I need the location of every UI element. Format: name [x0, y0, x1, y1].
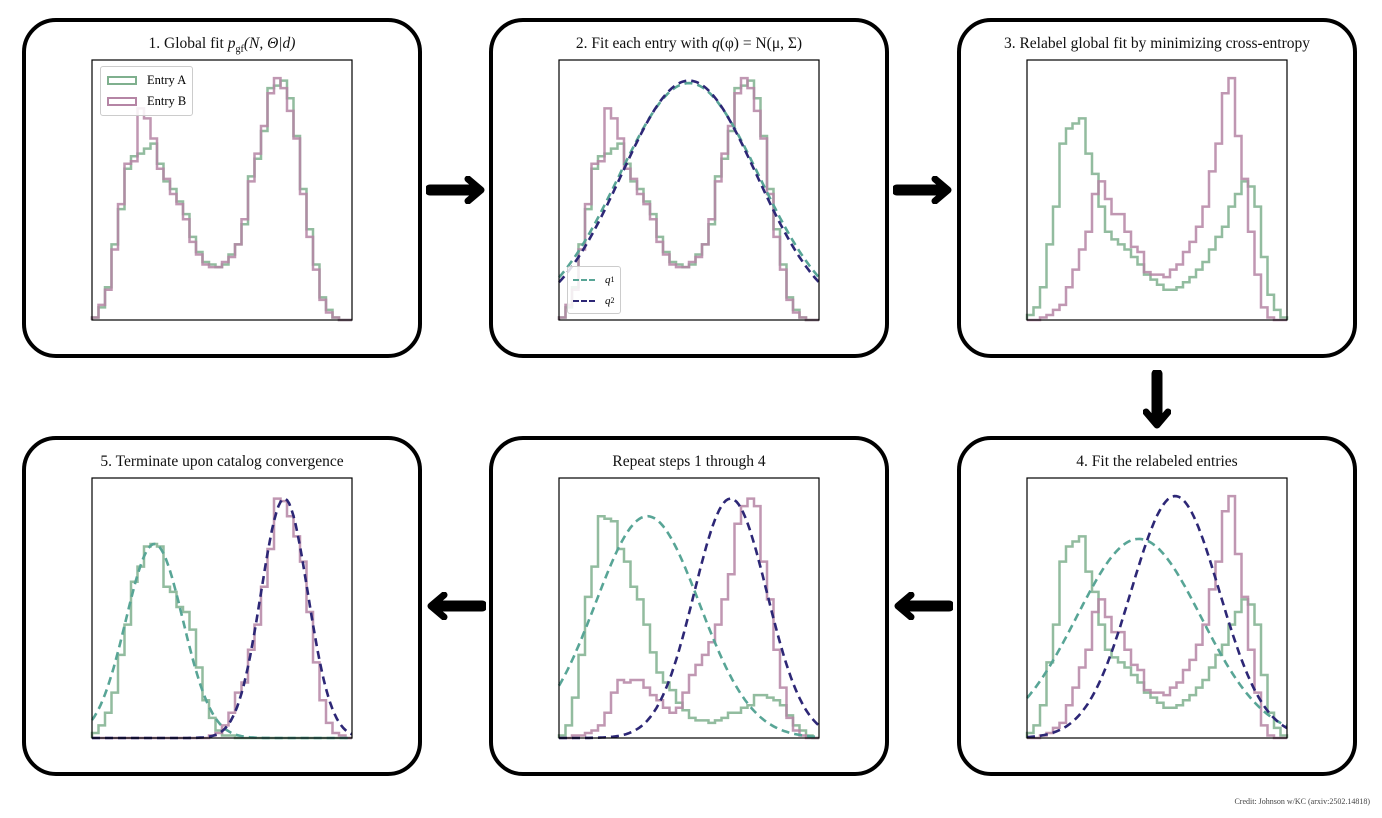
histogram-entry-b — [90, 76, 352, 322]
legend-entry-b: Entry B — [147, 94, 187, 108]
credit-text: Credit: Johnson w/KC (arxiv:2502.14818) — [1234, 797, 1370, 806]
gaussian-fit-q1 — [1026, 537, 1288, 728]
title-math-rest: (N, Θ|d) — [243, 35, 296, 52]
arrow-down-icon — [1143, 370, 1171, 429]
histogram-plot — [557, 59, 820, 322]
histogram-entry-a — [557, 514, 819, 740]
panel-title: 4. Fit the relabeled entries — [1076, 453, 1238, 470]
q2-line — [573, 299, 595, 302]
q1-line — [573, 278, 595, 281]
plot-canvas — [1025, 477, 1289, 740]
plot-frame — [1026, 59, 1288, 321]
histogram-entry-b — [1027, 494, 1287, 740]
histogram-entry-a — [1025, 117, 1289, 320]
histogram-plot — [557, 477, 820, 740]
histogram-entry-a — [90, 79, 352, 322]
gaussian-fit-q2 — [1026, 494, 1288, 739]
plot-frame — [558, 59, 820, 321]
panel-global-fit: 1. Global fit pgf(N, Θ|d) Entry A Entry … — [22, 18, 422, 358]
panel-title: 1. Global fit pgf(N, Θ|d) — [26, 35, 418, 55]
legend-entry-a: Entry A — [147, 73, 187, 87]
title-text: 1. Global fit — [148, 35, 228, 52]
title-text: 2. Fit each entry with — [575, 35, 712, 52]
plot-canvas — [557, 59, 820, 322]
plot-frame — [1026, 477, 1288, 739]
plot-frame — [91, 59, 353, 321]
panel-fit-relabeled: 4. Fit the relabeled entries — [957, 436, 1357, 776]
title-math: p — [227, 35, 236, 52]
panel-title: 2. Fit each entry with q(φ) = N(μ, Σ) — [493, 35, 885, 53]
plot-canvas — [1025, 59, 1289, 322]
legend-q2: q — [605, 294, 611, 307]
legend-q1-sub: 1 — [610, 275, 615, 284]
histogram-entry-b — [559, 497, 819, 740]
arrow-left-icon — [427, 592, 486, 620]
arrow-right-icon — [426, 176, 485, 204]
panel-repeat: Repeat steps 1 through 4 — [489, 436, 889, 776]
title-math-rest: (φ) = N(μ, Σ) — [719, 35, 803, 52]
legend-q2-sub: 2 — [610, 296, 615, 305]
legend: Entry A Entry B — [100, 66, 194, 116]
entry-a-swatch — [107, 76, 137, 85]
panel-terminate: 5. Terminate upon catalog convergence — [22, 436, 422, 776]
histogram-entry-a — [1025, 535, 1289, 738]
legend-q1: q — [605, 273, 611, 286]
arrow-left-icon — [894, 592, 953, 620]
gaussian-fit-q1 — [90, 542, 352, 740]
title-math: q — [711, 35, 720, 52]
histogram-plot — [90, 477, 353, 740]
plot-frame — [91, 477, 353, 739]
histogram-entry-b — [557, 76, 819, 322]
panel-relabel: 3. Relabel global fit by minimizing cros… — [957, 18, 1357, 358]
plot-canvas — [557, 477, 820, 740]
gaussian-fit-q2 — [558, 79, 820, 284]
panel-title: 3. Relabel global fit by minimizing cros… — [1003, 35, 1311, 52]
histogram-plot — [1025, 477, 1289, 740]
histogram-plot — [90, 59, 353, 322]
gaussian-fit-q1 — [558, 81, 820, 279]
title-math-sub: gf — [235, 44, 244, 56]
histogram-entry-b — [1027, 76, 1287, 322]
panel-title: Repeat steps 1 through 4 — [612, 453, 766, 470]
plot-frame — [558, 477, 820, 739]
plot-canvas — [90, 477, 353, 740]
plot-canvas — [90, 59, 353, 322]
gaussian-fit-q1 — [557, 514, 820, 739]
histogram-plot — [1025, 59, 1289, 322]
entry-b-swatch — [107, 97, 137, 106]
arrow-right-icon — [893, 176, 952, 204]
panel-title: 5. Terminate upon catalog convergence — [100, 453, 344, 470]
